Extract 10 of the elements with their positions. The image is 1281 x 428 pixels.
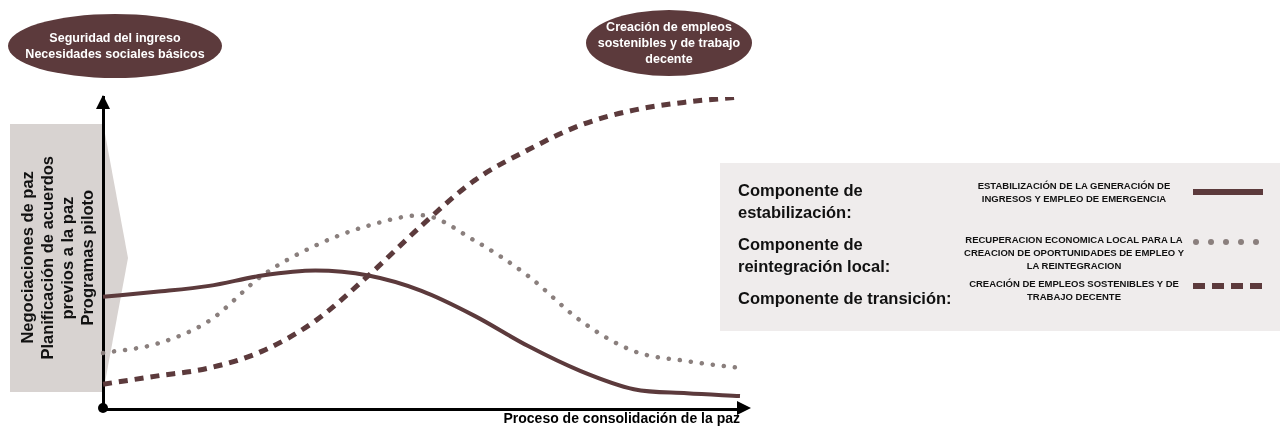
- text: Seguridad del ingreso Necesidades sociales básicos: [8, 14, 222, 78]
- annotation: Componente de reintegración local:: [738, 234, 891, 277]
- text: Creación de empleos sostenibles y de trabajo decente: [586, 10, 752, 76]
- x-axis-title: Proceso de consolidación de la paz: [503, 410, 740, 427]
- legend-label: RECUPERACION ECONOMICA LOCAL PARA LA CREACION DE OPORTUNIDADES DE EMPLEO Y LA REINTEGRACION: [963, 233, 1185, 272]
- annotation: Componente de estabilización:: [738, 180, 863, 223]
- legend-label: CREACIÓN DE EMPLEOS SOSTENIBLES Y DE TRABAJO DECENTE: [968, 277, 1180, 303]
- annotation: Componente de transición:: [738, 288, 952, 309]
- legend-label: ESTABILIZACIÓN DE LA GENERACIÓN DE INGRESOS Y EMPLEO DE EMERGENCIA: [976, 179, 1172, 205]
- text: Negociaciones de paz Planificación de acuerdos previos a la paz Programas piloto: [16, 156, 97, 360]
